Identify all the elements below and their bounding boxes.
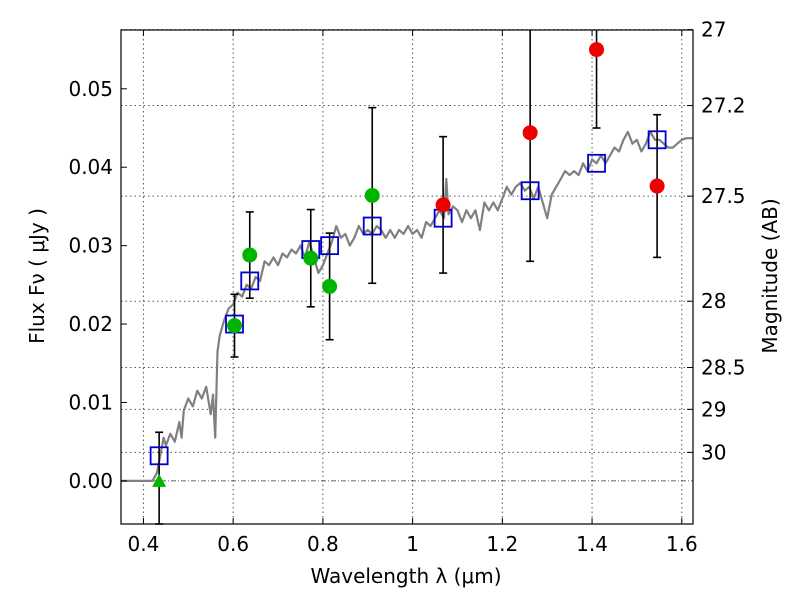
model-square bbox=[149, 446, 169, 466]
model-square bbox=[647, 130, 667, 150]
y-tick-label: 0.00 bbox=[68, 469, 113, 493]
x-tick-label: 1 bbox=[406, 532, 419, 556]
model-square bbox=[240, 271, 260, 291]
x-tick-label: 0.6 bbox=[217, 532, 249, 556]
tick-labels: 0.4 0.6 0.8 1 1.2 1.4 1.6 0.00 0.01 0.02 0.03 0.04 0… bbox=[68, 18, 745, 556]
model-square bbox=[587, 153, 606, 173]
observed-point-green bbox=[227, 318, 243, 334]
mag-tick-label: 27.5 bbox=[701, 184, 746, 208]
x-tick-label: 1.6 bbox=[666, 532, 698, 556]
spectrum-line bbox=[121, 130, 693, 482]
mag-tick-label: 27.2 bbox=[701, 94, 746, 118]
spectrum-series bbox=[121, 130, 693, 482]
observed-point-green bbox=[322, 278, 338, 294]
observed-points bbox=[152, 42, 665, 487]
y-tick-label: 0.05 bbox=[68, 77, 113, 101]
x-tick-label: 0.8 bbox=[307, 532, 339, 556]
upper-limit-triangle bbox=[152, 473, 167, 487]
axis-ticks bbox=[121, 29, 693, 524]
y-tick-label: 0.03 bbox=[68, 234, 113, 258]
x-axis-label: Wavelength λ (μm) bbox=[310, 564, 501, 588]
model-square bbox=[362, 216, 382, 236]
mag-tick-label: 28.5 bbox=[701, 356, 746, 380]
mag-tick-label: 30 bbox=[701, 440, 726, 464]
model-square bbox=[520, 181, 540, 201]
y-axis-label: Flux Fν ( μJy ) bbox=[25, 208, 49, 344]
x-tick-label: 0.4 bbox=[128, 532, 160, 556]
mag-tick-label: 29 bbox=[701, 397, 726, 421]
observed-point-red bbox=[649, 178, 665, 194]
x-tick-label: 1.4 bbox=[576, 532, 608, 556]
observed-point-green bbox=[303, 250, 319, 266]
model-square bbox=[320, 236, 340, 256]
observed-point-red bbox=[435, 197, 451, 213]
y-tick-label: 0.02 bbox=[68, 312, 113, 336]
magnitude-axis-label: Magnitude (AB) bbox=[758, 198, 782, 353]
y-tick-label: 0.01 bbox=[68, 390, 113, 414]
plot-frame bbox=[120, 29, 694, 525]
observed-point-red bbox=[589, 42, 605, 58]
mag-tick-label: 28 bbox=[701, 289, 726, 313]
mag-tick-label: 27 bbox=[701, 18, 726, 42]
x-tick-label: 1.2 bbox=[486, 532, 518, 556]
y-tick-label: 0.04 bbox=[68, 155, 113, 179]
observed-point-red bbox=[522, 125, 538, 141]
observed-point-green bbox=[242, 247, 258, 263]
observed-point-green bbox=[364, 187, 380, 203]
